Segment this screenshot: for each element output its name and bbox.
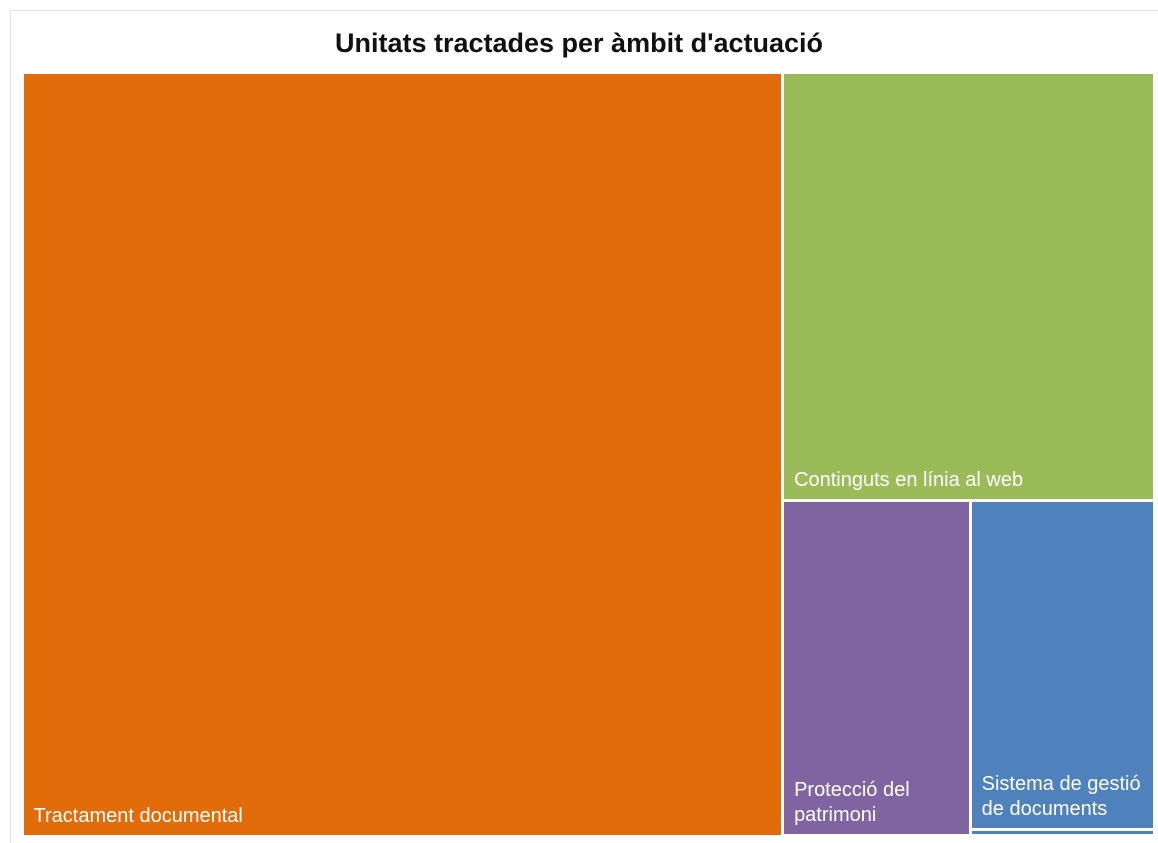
treemap-cell bbox=[971, 831, 1154, 835]
plot-area: Tractament documental Continguts en línia… bbox=[22, 72, 1155, 836]
treemap-cell: Tractament documental bbox=[23, 73, 782, 835]
cell-label: Protecció del patrimoni bbox=[794, 779, 910, 827]
treemap-cell: Sistema de gestió de documents bbox=[971, 501, 1154, 829]
treemap-cell: Continguts en línia al web bbox=[784, 73, 1154, 499]
cell-label: Continguts en línia al web bbox=[794, 468, 1024, 491]
treemap-cell: Protecció del patrimoni bbox=[784, 501, 969, 835]
cell-label: Sistema de gestió de documents bbox=[981, 773, 1141, 821]
cell-label: Tractament documental bbox=[33, 804, 243, 827]
chart-title: Unitats tractades per àmbit d'actuació bbox=[334, 28, 824, 58]
frame bbox=[10, 10, 1158, 843]
